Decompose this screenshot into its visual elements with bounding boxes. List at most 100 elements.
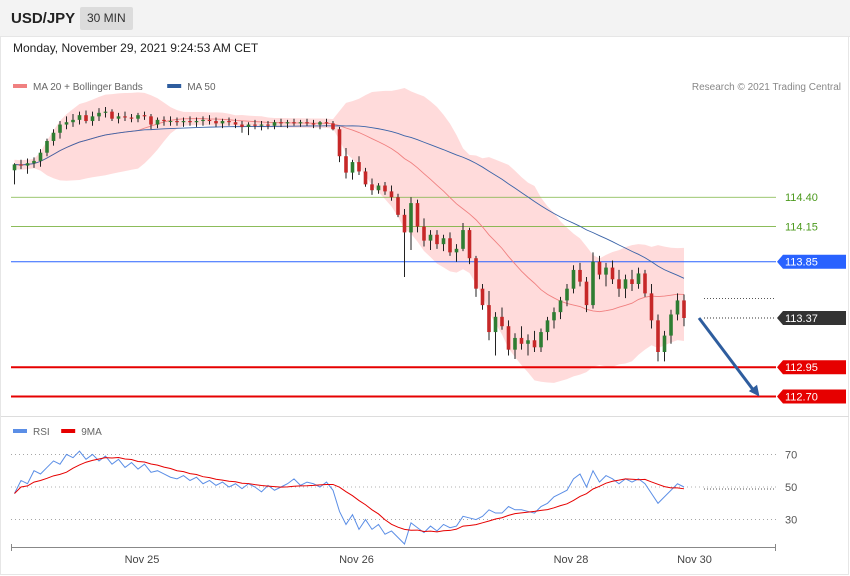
candle-body [240,124,244,127]
candle-body [519,337,524,344]
candle-body [25,163,30,166]
candle-body [428,234,433,241]
candle-body [279,122,283,124]
candle-body [194,121,199,123]
level-label: 113.85 [785,257,818,269]
candle-body [58,124,62,133]
candle-body [376,185,381,191]
candle-body [136,115,140,119]
rsi-legend-swatch [61,429,76,433]
candle-body [181,121,186,123]
candle-body [662,335,667,352]
candle-body [370,184,374,191]
legend-label: MA 20 + Bollinger Bands [33,82,143,93]
candle-body [175,121,179,123]
candle-body [383,185,387,192]
candle-body [513,337,517,350]
candle-body [162,119,166,122]
candle-body [584,281,589,306]
candle-body [318,122,322,125]
candle-body [422,226,426,241]
candle-body [656,320,660,352]
candle-body [38,152,43,161]
candle-body [188,121,192,123]
chart-header: USD/JPY 30 MIN [0,0,850,37]
level-label: 112.95 [785,362,818,374]
rsi-level-label: 50 [785,482,797,494]
candle-body [201,119,205,122]
candle-body [474,258,478,289]
candle-body [409,203,413,233]
candle-body [441,238,446,245]
candle-body [311,123,316,125]
candle-body [454,248,459,253]
candle-body [493,316,498,333]
candle-body [116,116,121,119]
candle-body [155,119,160,125]
level-label: 112.70 [785,392,818,404]
candle-body [396,197,400,215]
candle-body [77,115,82,120]
candle-body [246,124,251,127]
candle-body [500,316,504,327]
level-label: 114.40 [785,192,818,204]
candle-body [51,132,56,141]
x-tick-label: Nov 26 [339,554,374,566]
forecast-arrow [697,317,756,393]
candle-body [123,116,127,118]
timestamp: Monday, November 29, 2021 9:24:53 AM CET [13,41,259,55]
candle-body [506,326,511,350]
candle-body [142,115,147,117]
candle-body [103,111,108,113]
current-price-tag [777,311,846,325]
symbol-label: USD/JPY [11,10,76,27]
level-label: 114.15 [785,222,818,234]
candle-body [545,320,550,333]
interval-button[interactable]: 30 MIN [80,7,133,30]
ma50-line [14,125,685,279]
forecast-arrow-head [748,384,760,397]
candle-body [129,117,134,119]
level-tag [777,254,846,269]
candle-body [675,300,680,315]
candle-body [604,267,608,275]
candle-body [558,300,563,313]
candle-body [344,156,348,173]
rsi-level-label: 70 [785,449,797,461]
candle-body [591,261,595,306]
level-tag [777,360,846,375]
candle-body [233,122,238,125]
candle-body [448,238,452,253]
candle-body [71,119,75,123]
candle-body [350,162,355,173]
candle-body [597,261,602,275]
candle-body [19,164,23,166]
candle-body [12,164,17,171]
rsi-line [14,450,685,545]
candle-body [90,116,95,122]
candle-body [389,191,394,198]
x-tick-label: Nov 25 [125,554,160,566]
candle-body [227,121,231,123]
candle-body [565,288,569,301]
candle-body [305,122,309,124]
candle-body [435,234,439,245]
legend-swatch [13,84,27,88]
candle-body [487,305,491,333]
candle-body [253,124,257,126]
candle-body [97,112,101,117]
candle-body [610,267,615,280]
candle-body [45,140,49,153]
candle-body [578,269,582,282]
candle-body [292,122,296,124]
candle-body [64,122,69,125]
candle-body [259,124,264,126]
candle-body [623,279,628,289]
legend-label: MA 50 [187,82,216,93]
current-price-label: 113.37 [785,313,818,325]
candle-body [331,123,335,130]
rsi-ma-line [14,457,685,533]
candle-body [480,288,485,306]
candle-body [532,340,537,348]
candle-body [669,314,673,336]
